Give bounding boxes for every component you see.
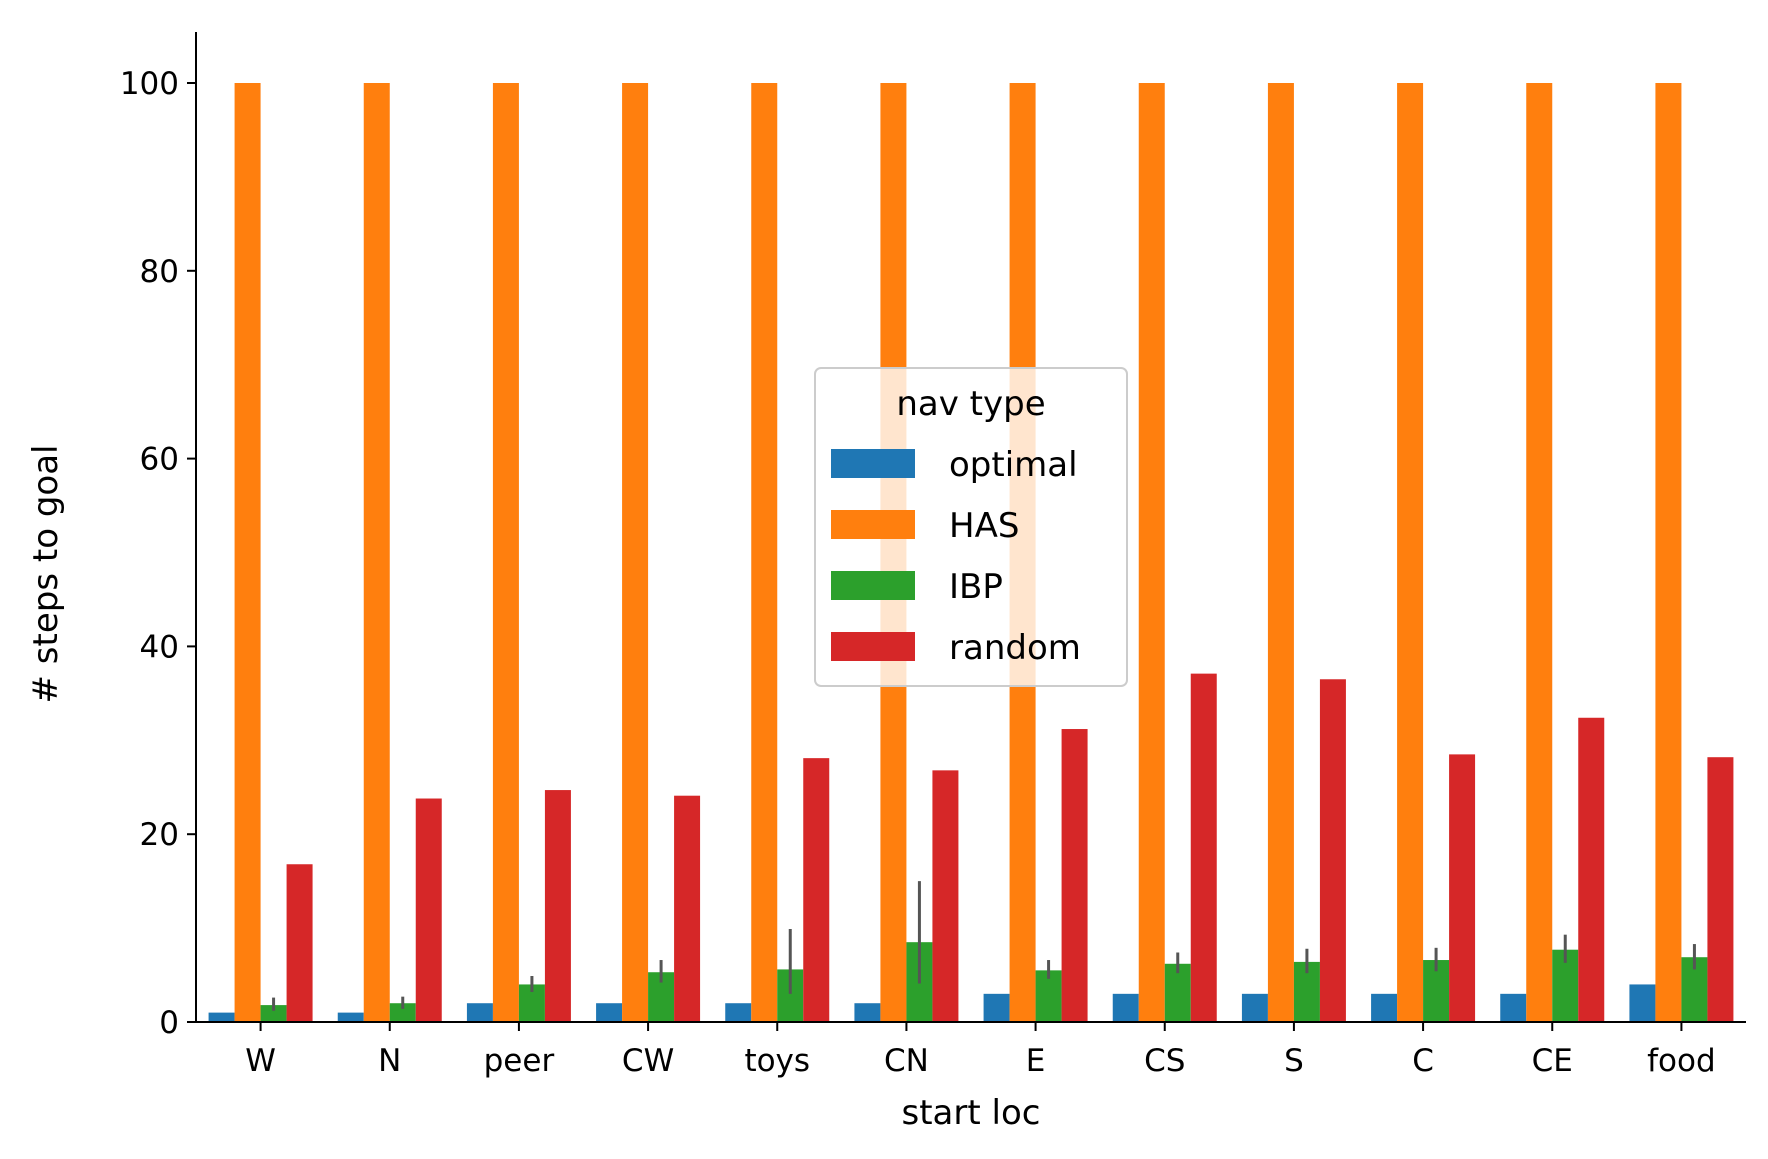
bar-random-ce: [1578, 717, 1605, 1022]
bar-random-s: [1319, 679, 1346, 1022]
legend-title: nav type: [896, 384, 1045, 424]
bar-random-cn: [932, 770, 959, 1022]
bar-optimal-n: [337, 1012, 364, 1022]
bar-optimal-cn: [854, 1003, 881, 1022]
bar-optimal-ce: [1500, 993, 1527, 1022]
x-tick-label: peer: [484, 1043, 555, 1079]
bar-random-w: [286, 864, 313, 1022]
bar-optimal-c: [1371, 993, 1398, 1022]
y-ticks: 0 20 40 60 80 100: [120, 66, 196, 1041]
x-tick-label: W: [245, 1043, 276, 1079]
bar-random-toys: [803, 758, 830, 1022]
bar-has-ce: [1526, 83, 1553, 1022]
legend-swatch-ibp: [831, 571, 915, 600]
bar-has-s: [1267, 83, 1294, 1022]
legend-frame: [814, 367, 1128, 687]
x-tick-label: N: [378, 1043, 401, 1079]
bar-optimal-e: [983, 993, 1010, 1022]
y-tick-label: 20: [140, 817, 179, 853]
bar-random-food: [1707, 757, 1734, 1022]
bar-ibp-e: [1035, 970, 1062, 1022]
bar-has-cw: [622, 83, 649, 1022]
bar-has-n: [363, 83, 390, 1022]
bar-has-toys: [751, 83, 778, 1022]
legend-label-random: random: [949, 628, 1081, 668]
bar-ibp-n: [389, 1003, 416, 1022]
y-tick-label: 0: [159, 1005, 179, 1041]
bar-optimal-toys: [725, 1003, 752, 1022]
bar-random-peer: [544, 790, 571, 1022]
bar-ibp-w: [260, 1005, 287, 1022]
x-tick-label: food: [1647, 1043, 1716, 1079]
bar-optimal-cs: [1112, 993, 1139, 1022]
bar-optimal-cw: [596, 1003, 623, 1022]
bar-has-peer: [492, 83, 519, 1022]
bar-random-cw: [674, 795, 701, 1022]
axes: [195, 32, 1746, 1023]
legend-swatch-has: [831, 510, 915, 539]
bar-optimal-peer: [466, 1003, 493, 1022]
bars-layer: [208, 83, 1734, 1022]
bar-optimal-s: [1241, 993, 1268, 1022]
x-tick-label: E: [1026, 1043, 1046, 1079]
legend-label-optimal: optimal: [949, 445, 1078, 485]
bar-ibp-cs: [1164, 963, 1191, 1022]
x-axis-title: start loc: [902, 1093, 1041, 1133]
y-tick-label: 60: [140, 442, 179, 478]
x-tick-label: toys: [744, 1043, 810, 1079]
legend-swatch-optimal: [831, 449, 915, 478]
legend: nav type optimal HAS IBP random: [814, 367, 1128, 687]
bar-has-c: [1397, 83, 1424, 1022]
x-tick-label: S: [1284, 1043, 1304, 1079]
bar-random-e: [1061, 729, 1088, 1022]
legend-swatch-random: [831, 632, 915, 661]
bar-optimal-food: [1629, 984, 1656, 1022]
bar-has-w: [234, 83, 261, 1022]
bar-random-cs: [1190, 673, 1217, 1022]
bar-optimal-w: [208, 1012, 235, 1022]
x-tick-label: CS: [1144, 1043, 1185, 1079]
y-tick-label: 40: [140, 629, 179, 665]
error-bars-layer: [272, 881, 1696, 1011]
legend-items: optimal HAS IBP random: [831, 445, 1081, 668]
legend-label-ibp: IBP: [949, 567, 1003, 607]
x-tick-label: CN: [884, 1043, 929, 1079]
legend-label-has: HAS: [949, 506, 1019, 546]
y-tick-label: 100: [120, 66, 179, 102]
y-axis-title: # steps to goal: [26, 445, 66, 704]
x-tick-label: C: [1412, 1043, 1434, 1079]
x-tick-label: CW: [622, 1043, 674, 1079]
bar-random-c: [1449, 754, 1476, 1022]
x-tick-label: CE: [1532, 1043, 1573, 1079]
bar-has-cs: [1138, 83, 1165, 1022]
y-tick-label: 80: [140, 254, 179, 290]
bar-has-food: [1655, 83, 1682, 1022]
bar-random-n: [415, 798, 442, 1022]
